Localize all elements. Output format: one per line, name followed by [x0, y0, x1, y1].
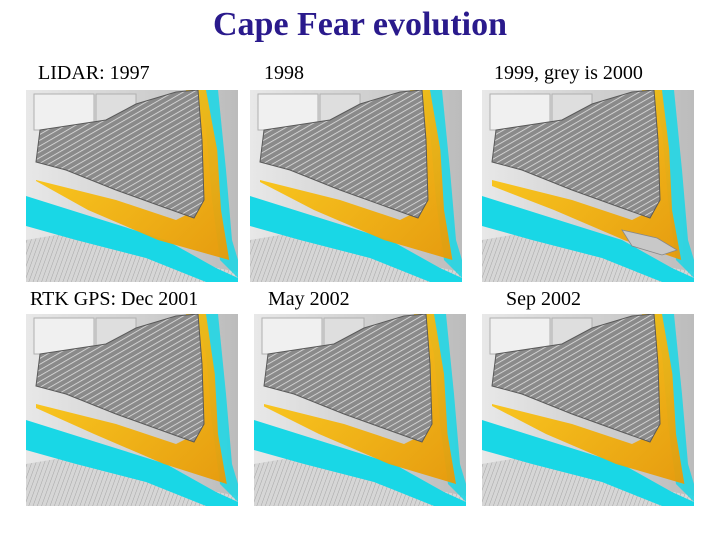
label-1999: 1999, grey is 2000 [494, 62, 643, 84]
terrain-svg [482, 90, 694, 282]
label-1998: 1998 [264, 62, 304, 84]
label-may-2002: May 2002 [268, 288, 350, 310]
terrain-map-may-2002 [254, 314, 466, 506]
terrain-svg [250, 90, 462, 282]
terrain-map-1999 [482, 90, 694, 282]
terrain-map-2001 [26, 314, 238, 506]
terrain-svg [482, 314, 694, 506]
label-2001: RTK GPS: Dec 2001 [30, 288, 199, 310]
terrain-map-sep-2002 [482, 314, 694, 506]
terrain-map-1998 [250, 90, 462, 282]
terrain-svg [26, 90, 238, 282]
terrain-svg [254, 314, 466, 506]
label-sep-2002: Sep 2002 [506, 288, 581, 310]
slide-title: Cape Fear evolution [212, 6, 507, 43]
terrain-map-1997 [26, 90, 238, 282]
terrain-svg [26, 314, 238, 506]
label-1997: LIDAR: 1997 [38, 62, 150, 84]
